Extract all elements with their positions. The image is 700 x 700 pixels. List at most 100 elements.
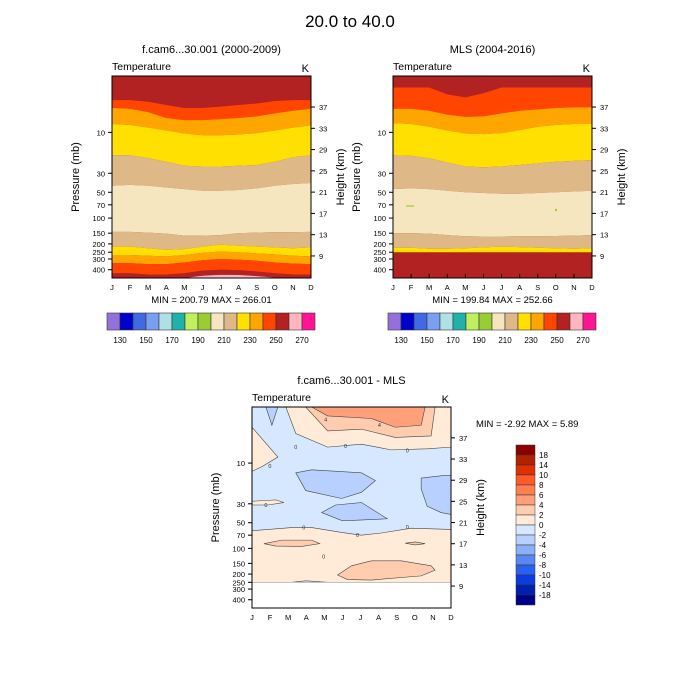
x-tick-label: A	[164, 283, 169, 292]
contour-band	[263, 539, 321, 547]
contour-band	[393, 233, 592, 249]
contour-fill-layer	[112, 76, 311, 278]
y-tick-label-right: 17	[459, 540, 467, 549]
colorbar-swatch	[171, 312, 186, 331]
colorbar-swatch	[413, 312, 428, 331]
colorbar-label: 14	[539, 461, 548, 470]
contour-band	[112, 76, 311, 109]
contour-band	[112, 251, 311, 265]
colorbar-swatch	[158, 312, 173, 331]
colorbar-label: -14	[539, 581, 551, 590]
plot-left-label: Temperature	[252, 392, 311, 404]
colorbar-swatch	[504, 312, 519, 331]
x-tick-label: J	[110, 283, 114, 292]
y-tick-label: 400	[373, 266, 386, 275]
y-tick-label-right: 37	[319, 103, 327, 112]
y-tick-label-right: 21	[600, 188, 608, 197]
colorbar-swatch	[515, 564, 536, 576]
colorbar-label: 4	[539, 501, 544, 510]
x-tick-label: F	[409, 283, 414, 292]
x-tick-label: N	[430, 613, 435, 622]
contour-band	[420, 475, 451, 515]
y-tick-label-right: 9	[459, 582, 463, 591]
colorbar-label: 250	[550, 336, 564, 345]
x-tick-label: J	[219, 283, 223, 292]
colorbar-swatch	[387, 312, 402, 331]
contour-band	[393, 123, 592, 168]
contour-band	[112, 124, 311, 167]
y-axis-label: Pressure (mb)	[70, 142, 82, 212]
colorbar-swatch	[465, 312, 480, 331]
y-tick-label: 30	[97, 169, 105, 178]
y-tick-label-right: 13	[459, 561, 467, 570]
y-axis-label: Pressure (mb)	[210, 473, 222, 543]
colorbar-swatch	[515, 574, 536, 586]
colorbar-swatch	[275, 312, 290, 331]
colorbar-label: 210	[498, 336, 512, 345]
y-tick-label-right: 13	[600, 231, 608, 240]
y-tick-label-right: 33	[459, 455, 467, 464]
y-axis-label-right: Height (km)	[616, 149, 628, 206]
colorbar-swatch	[515, 484, 536, 496]
colorbar-swatch	[515, 504, 536, 516]
y-tick-label-right: 29	[600, 146, 608, 155]
colorbar-swatch	[288, 312, 303, 331]
x-tick-label: O	[412, 613, 418, 622]
colorbar-swatch	[569, 312, 584, 331]
colorbar-swatch	[517, 312, 532, 331]
y-tick-label-right: 33	[319, 124, 327, 133]
colorbar-label: 130	[394, 336, 408, 345]
plot-frame-overlay	[251, 406, 452, 609]
x-tick-label: J	[250, 613, 254, 622]
y-tick-label-right: 29	[319, 146, 327, 155]
contour-fill-layer	[393, 76, 592, 253]
contour-label: 0	[406, 448, 409, 454]
x-tick-label: J	[500, 283, 504, 292]
colorbar-label: 190	[191, 336, 205, 345]
x-tick-label: M	[285, 613, 291, 622]
y-tick-label: 100	[373, 214, 386, 223]
colorbar-label: 18	[539, 451, 548, 460]
y-axis-label: Pressure (mb)	[351, 142, 363, 212]
contour-band	[112, 274, 311, 278]
y-tick-label: 250	[373, 248, 386, 257]
y-tick-label-right: 33	[600, 124, 608, 133]
x-tick-label: A	[236, 283, 241, 292]
y-tick-label: 50	[237, 519, 245, 528]
x-tick-label: A	[445, 283, 450, 292]
colorbar-swatch	[530, 312, 545, 331]
colorbar-swatch	[452, 312, 467, 331]
colorbar-swatch	[426, 312, 441, 331]
colorbar-label: 210	[217, 336, 231, 345]
y-tick-label: 70	[378, 201, 386, 210]
colorbar-swatch	[106, 312, 121, 331]
colorbar-swatch	[132, 312, 147, 331]
min-max-label: MIN = 200.79 MAX = 266.01	[151, 295, 271, 306]
x-tick-label: M	[321, 613, 327, 622]
x-tick-label: S	[535, 283, 540, 292]
colorbar-label: 150	[139, 336, 153, 345]
y-tick-label-right: 21	[319, 188, 327, 197]
contour-label: 0	[294, 445, 297, 451]
colorbar-swatch	[145, 312, 160, 331]
colorbar-swatch	[515, 474, 536, 486]
contour-label: 0	[322, 555, 325, 561]
contour-label: 0	[344, 444, 347, 450]
contour-label: 0	[268, 464, 271, 470]
contour-band	[112, 100, 311, 121]
contour-band	[112, 183, 311, 236]
colorbar-label: 2	[539, 511, 544, 520]
colorbar-label: -18	[539, 591, 551, 600]
contour-fill-layer: 4 4 0 0 0 0 0 0 0 0 0	[252, 407, 451, 608]
missing-data-area	[252, 582, 451, 608]
x-tick-label: D	[589, 283, 595, 292]
y-tick-label: 30	[237, 500, 245, 509]
plot-left-label: Temperature	[112, 61, 171, 73]
colorbar-swatch	[478, 312, 493, 331]
x-tick-label: A	[376, 613, 381, 622]
colorbar-swatch	[543, 312, 558, 331]
x-tick-label: S	[254, 283, 259, 292]
colorbar-swatch	[439, 312, 454, 331]
y-tick-label-right: 17	[319, 209, 327, 218]
plot-title: MLS (2004-2016)	[450, 44, 536, 56]
